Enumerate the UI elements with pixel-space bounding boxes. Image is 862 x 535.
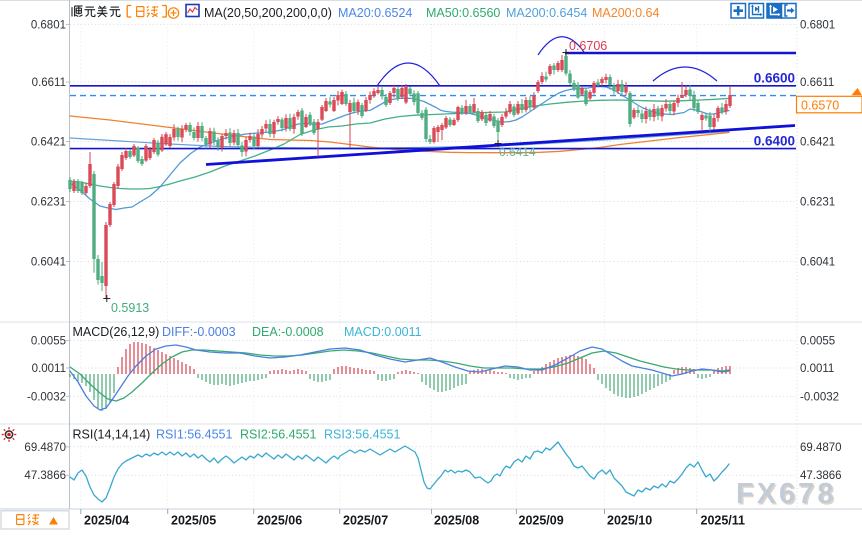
svg-text:MA200:0.64: MA200:0.64 [592,6,659,20]
svg-text:47.3866: 47.3866 [800,470,842,482]
svg-text:2025/04: 2025/04 [84,514,129,528]
svg-text:2025/11: 2025/11 [701,514,746,528]
svg-text:RSI(14,14,14): RSI(14,14,14) [73,428,151,442]
svg-text:0.6041: 0.6041 [800,257,835,269]
svg-text:0.0055: 0.0055 [800,336,835,348]
svg-text:0.6801: 0.6801 [800,19,835,31]
svg-text:2025/07: 2025/07 [343,514,388,528]
svg-text:DEA:-0.0008: DEA:-0.0008 [252,325,324,339]
svg-text:0.6706: 0.6706 [569,39,607,53]
svg-text:0.6231: 0.6231 [800,197,835,209]
svg-text:2025/09: 2025/09 [519,514,564,528]
svg-text:0.0011: 0.0011 [32,363,66,375]
svg-text:0.6041: 0.6041 [31,257,66,269]
svg-text:0.6414: 0.6414 [499,145,536,159]
svg-text:-0.0032: -0.0032 [27,391,66,403]
svg-text:RSI1:56.4551: RSI1:56.4551 [156,428,232,442]
svg-text:MACD:0.0011: MACD:0.0011 [344,325,422,339]
svg-text:DIFF:-0.0003: DIFF:-0.0003 [162,325,236,339]
svg-text:RSI2:56.4551: RSI2:56.4551 [240,428,316,442]
svg-text:2025/08: 2025/08 [434,514,479,528]
svg-text:0.0055: 0.0055 [31,336,66,348]
svg-text:0.6611: 0.6611 [800,77,834,89]
svg-text:-0.0032: -0.0032 [800,391,839,403]
svg-text:2025/10: 2025/10 [607,514,652,528]
svg-text:0.5913: 0.5913 [111,301,149,315]
svg-text:0.6421: 0.6421 [31,137,66,149]
svg-text:0.6421: 0.6421 [800,137,835,149]
svg-text:0.6231: 0.6231 [31,197,66,209]
svg-text:2025/05: 2025/05 [171,514,216,528]
svg-text:MACD(26,12,9): MACD(26,12,9) [73,325,160,339]
svg-text:2025/06: 2025/06 [257,514,302,528]
svg-text:0.6611: 0.6611 [32,77,66,89]
svg-text:0.6600: 0.6600 [754,71,795,86]
svg-text:RSI3:56.4551: RSI3:56.4551 [324,428,400,442]
svg-text:FX678: FX678 [736,478,836,510]
svg-text:69.4870: 69.4870 [24,442,66,454]
svg-text:MA(20,50,200,200,0,0): MA(20,50,200,200,0,0) [204,6,332,20]
svg-text:0.6400: 0.6400 [754,134,795,149]
svg-text:69.4870: 69.4870 [800,442,842,454]
svg-text:0.6570: 0.6570 [801,98,839,112]
svg-text:47.3866: 47.3866 [24,470,66,482]
svg-text:0.6801: 0.6801 [31,19,66,31]
svg-text:MA50:0.6560: MA50:0.6560 [426,6,500,20]
svg-text:0.0011: 0.0011 [800,363,834,375]
svg-text:MA200:0.6454: MA200:0.6454 [506,6,587,20]
svg-text:MA20:0.6524: MA20:0.6524 [338,6,412,20]
